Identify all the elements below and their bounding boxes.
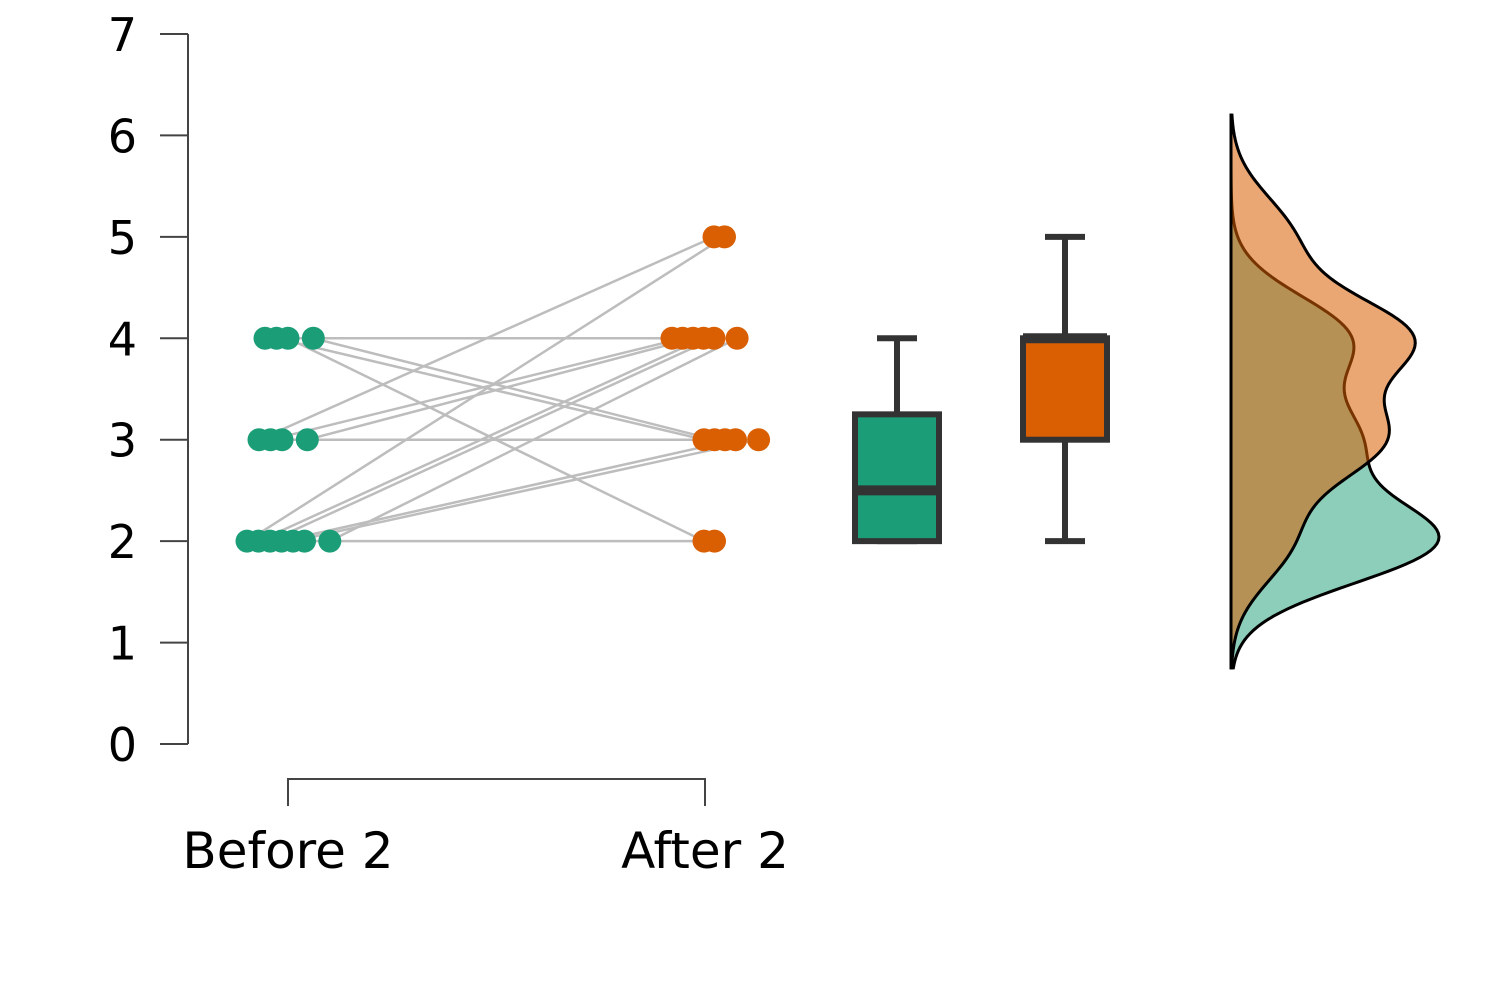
after-point: [713, 225, 736, 249]
pair-line: [281, 438, 736, 543]
density-clouds: [1229, 113, 1441, 670]
y-tick-label: 1: [108, 617, 137, 671]
before-point: [276, 326, 300, 350]
before-point: [295, 428, 319, 452]
pair-line: [246, 235, 726, 543]
y-tick-label: 3: [108, 414, 137, 468]
y-tick-label: 5: [108, 211, 137, 265]
y-tick-label: 0: [108, 718, 137, 772]
after-point: [747, 428, 771, 452]
pair-lines: [246, 235, 759, 543]
density-after: [1229, 113, 1417, 670]
after-point: [724, 428, 747, 452]
box-iqr: [1020, 335, 1110, 443]
x-category-label: Before 2: [182, 822, 393, 880]
pair-line: [292, 438, 759, 543]
pair-line: [258, 235, 715, 441]
y-tick-label: 7: [108, 8, 137, 62]
after-point: [703, 529, 726, 553]
x-category-label: After 2: [621, 822, 789, 880]
pair-line: [269, 337, 715, 543]
pair-line: [306, 337, 694, 441]
x-axis: Before 2 After 2: [182, 778, 789, 880]
box-iqr: [852, 411, 942, 545]
pair-line: [270, 337, 683, 441]
before-point: [270, 428, 294, 452]
y-tick-label: 2: [108, 515, 137, 569]
after-point: [725, 326, 749, 350]
pair-line: [312, 337, 715, 441]
before-point: [301, 326, 325, 350]
data-points: [235, 225, 771, 553]
y-axis: 0 1 2 3 4 5 6 7: [108, 8, 189, 772]
before-point: [318, 529, 342, 553]
pair-line: [276, 337, 705, 441]
before-point: [293, 529, 316, 553]
y-tick-label: 4: [108, 312, 137, 366]
after-point: [702, 326, 726, 350]
y-tick-label: 6: [108, 109, 137, 163]
boxplots: [852, 233, 1110, 545]
pair-line: [257, 337, 705, 543]
pair-line: [329, 337, 738, 543]
x-axis-bracket: [287, 778, 706, 806]
